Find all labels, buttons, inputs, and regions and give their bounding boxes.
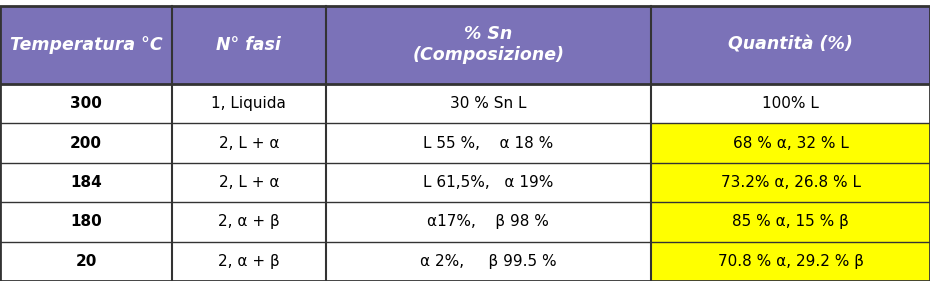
Text: 2, L + α: 2, L + α [219, 136, 279, 151]
Bar [326, 84, 651, 123]
Text: 100% L: 100% L [762, 96, 819, 111]
Text: 73.2% α, 26.8 % L: 73.2% α, 26.8 % L [721, 175, 860, 190]
Text: 85 % α, 15 % β: 85 % α, 15 % β [732, 214, 849, 229]
Bar [651, 84, 930, 123]
Bar [172, 123, 326, 163]
Bar [0, 6, 930, 84]
Text: 300: 300 [70, 96, 102, 111]
Text: 180: 180 [70, 214, 102, 229]
Text: α17%,    β 98 %: α17%, β 98 % [427, 214, 550, 229]
Text: N° fasi: N° fasi [217, 36, 281, 54]
Bar [172, 163, 326, 202]
Text: 20: 20 [75, 254, 97, 269]
Text: L 55 %,    α 18 %: L 55 %, α 18 % [423, 136, 553, 151]
Text: 30 % Sn L: 30 % Sn L [450, 96, 526, 111]
Bar [651, 242, 930, 281]
Bar [651, 163, 930, 202]
Text: 184: 184 [70, 175, 102, 190]
Bar [172, 84, 326, 123]
Bar [0, 202, 172, 242]
Bar [326, 123, 651, 163]
Text: α 2%,     β 99.5 %: α 2%, β 99.5 % [420, 254, 556, 269]
Text: 200: 200 [70, 136, 102, 151]
Text: 2, L + α: 2, L + α [219, 175, 279, 190]
Text: 70.8 % α, 29.2 % β: 70.8 % α, 29.2 % β [718, 254, 863, 269]
Text: 2, α + β: 2, α + β [218, 214, 280, 229]
Bar [326, 242, 651, 281]
Text: % Sn
(Composizione): % Sn (Composizione) [412, 26, 565, 64]
Bar [172, 202, 326, 242]
Text: 2, α + β: 2, α + β [218, 254, 280, 269]
Bar [172, 242, 326, 281]
Text: L 61,5%,   α 19%: L 61,5%, α 19% [423, 175, 553, 190]
Bar [326, 202, 651, 242]
Bar [326, 163, 651, 202]
Bar [0, 84, 172, 123]
Bar [651, 123, 930, 163]
Bar [651, 202, 930, 242]
Text: 68 % α, 32 % L: 68 % α, 32 % L [733, 136, 848, 151]
Text: 1, Liquida: 1, Liquida [211, 96, 286, 111]
Bar [0, 242, 172, 281]
Bar [0, 163, 172, 202]
Text: Temperatura °C: Temperatura °C [9, 36, 163, 54]
Bar [0, 123, 172, 163]
Text: Quantità (%): Quantità (%) [728, 36, 853, 54]
